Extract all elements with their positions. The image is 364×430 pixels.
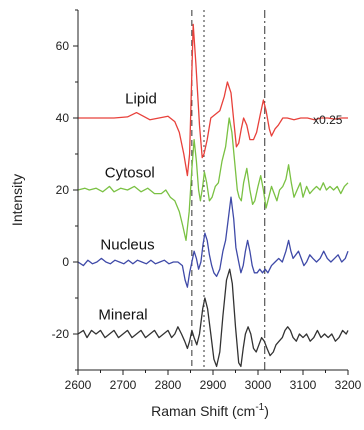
series-label-mineral: Mineral bbox=[98, 307, 147, 324]
scale-annotation: x0.25 bbox=[313, 113, 343, 127]
y-tick-label: 60 bbox=[56, 39, 70, 53]
y-tick-label: -20 bbox=[52, 327, 70, 341]
x-tick-label: 2700 bbox=[110, 378, 137, 392]
y-tick-label: 0 bbox=[62, 255, 69, 269]
x-axis-title-main: Raman Shift (cm bbox=[151, 403, 255, 419]
y-axis-title: Intensity bbox=[9, 174, 25, 226]
ticks: 2600 2700 2800 2900 3000 3100 3200 -20 0 20 40 60 bbox=[52, 9, 362, 392]
series-label-backdrop bbox=[122, 90, 160, 108]
y-tick-label: 20 bbox=[56, 183, 70, 197]
x-tick-label: 2600 bbox=[65, 378, 92, 392]
series-label-cytosol: Cytosol bbox=[105, 164, 155, 181]
series-label-nucleus: Nucleus bbox=[100, 236, 154, 253]
series-label-backdrop bbox=[101, 164, 158, 182]
x-tick-label: 3100 bbox=[290, 378, 317, 392]
series-line-nucleus bbox=[77, 196, 349, 288]
y-tick-label: 40 bbox=[56, 111, 70, 125]
x-axis-title-superscript: -1 bbox=[255, 402, 264, 413]
x-tick-label: 3200 bbox=[335, 378, 362, 392]
series-line-mineral bbox=[77, 268, 349, 368]
series-label-lipid: Lipid bbox=[125, 91, 157, 108]
series-line-cytosol bbox=[77, 117, 349, 242]
series-layer bbox=[77, 23, 349, 368]
series-label-backdrop bbox=[95, 306, 151, 324]
series-labels: Lipid x0.25 Cytosol Nucleus Mineral bbox=[95, 90, 343, 324]
x-tick-label: 3000 bbox=[245, 378, 272, 392]
x-tick-label: 2800 bbox=[155, 378, 182, 392]
x-tick-label: 2900 bbox=[200, 378, 227, 392]
reference-lines bbox=[191, 10, 266, 370]
series-label-backdrop bbox=[97, 236, 158, 254]
x-axis-title: Raman Shift (cm-1) bbox=[151, 402, 269, 419]
series-line-lipid bbox=[78, 23, 348, 177]
x-axis-title-close: ) bbox=[264, 403, 269, 419]
